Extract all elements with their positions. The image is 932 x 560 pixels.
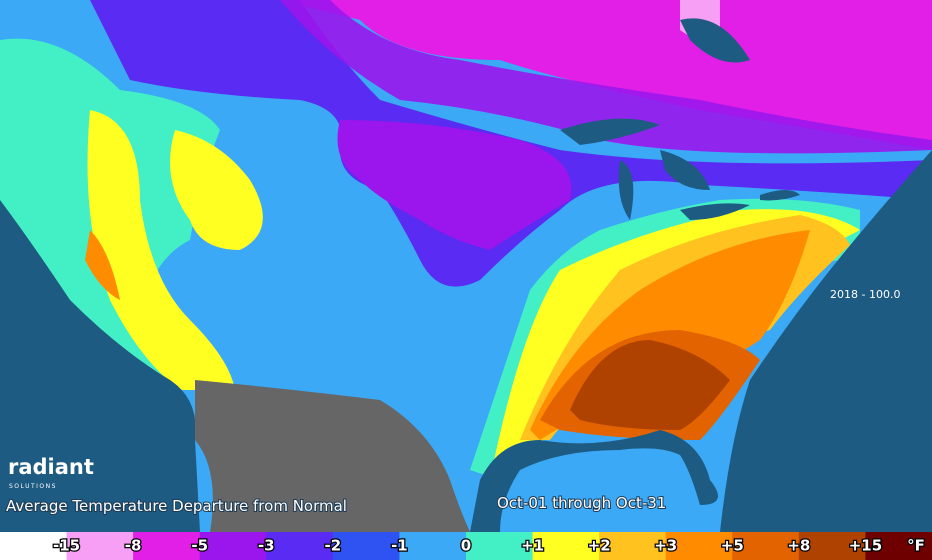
legend-label: +1 [521, 537, 544, 555]
logo-tagline: SOLUTIONS [9, 483, 57, 490]
stamp: 2018 - 100.0 [830, 288, 900, 301]
legend-swatch [599, 532, 667, 560]
legend-swatch [133, 532, 201, 560]
mexico [195, 380, 470, 532]
legend-swatch [532, 532, 600, 560]
lakes [560, 18, 800, 220]
legend-label: -2 [325, 537, 342, 555]
legend-label: +15 [849, 537, 882, 555]
legend-label: -1 [391, 537, 408, 555]
legend-label: -5 [191, 537, 208, 555]
legend-unit: °F [907, 537, 925, 555]
legend: -15 -8 -5 -3 -2 -1 0 +1 +2 +3 +5 +8 +15 °F [0, 532, 932, 560]
legend-swatch [798, 532, 866, 560]
pacific [0, 200, 200, 532]
atlantic [720, 150, 932, 532]
legend-swatch [0, 532, 68, 560]
legend-label: +2 [588, 537, 611, 555]
legend-label: -8 [125, 537, 142, 555]
legend-label: +5 [721, 537, 744, 555]
legend-label: -3 [258, 537, 275, 555]
legend-swatch [399, 532, 467, 560]
period: Oct-01 through Oct-31 [497, 494, 666, 512]
legend-swatch [865, 532, 932, 560]
legend-swatch [66, 532, 134, 560]
legend-swatch [732, 532, 800, 560]
legend-swatch [466, 532, 534, 560]
legend-label: 0 [461, 537, 471, 555]
map-title: Average Temperature Departure from Norma… [6, 497, 347, 515]
zones [0, 0, 932, 532]
legend-label: +3 [654, 537, 677, 555]
legend-swatch [665, 532, 733, 560]
legend-label: -15 [53, 537, 80, 555]
gulf [470, 430, 718, 532]
legend-swatch [199, 532, 267, 560]
legend-label: +8 [787, 537, 810, 555]
logo-name: radiant [8, 455, 94, 479]
legend-swatch [266, 532, 334, 560]
legend-swatch [332, 532, 400, 560]
